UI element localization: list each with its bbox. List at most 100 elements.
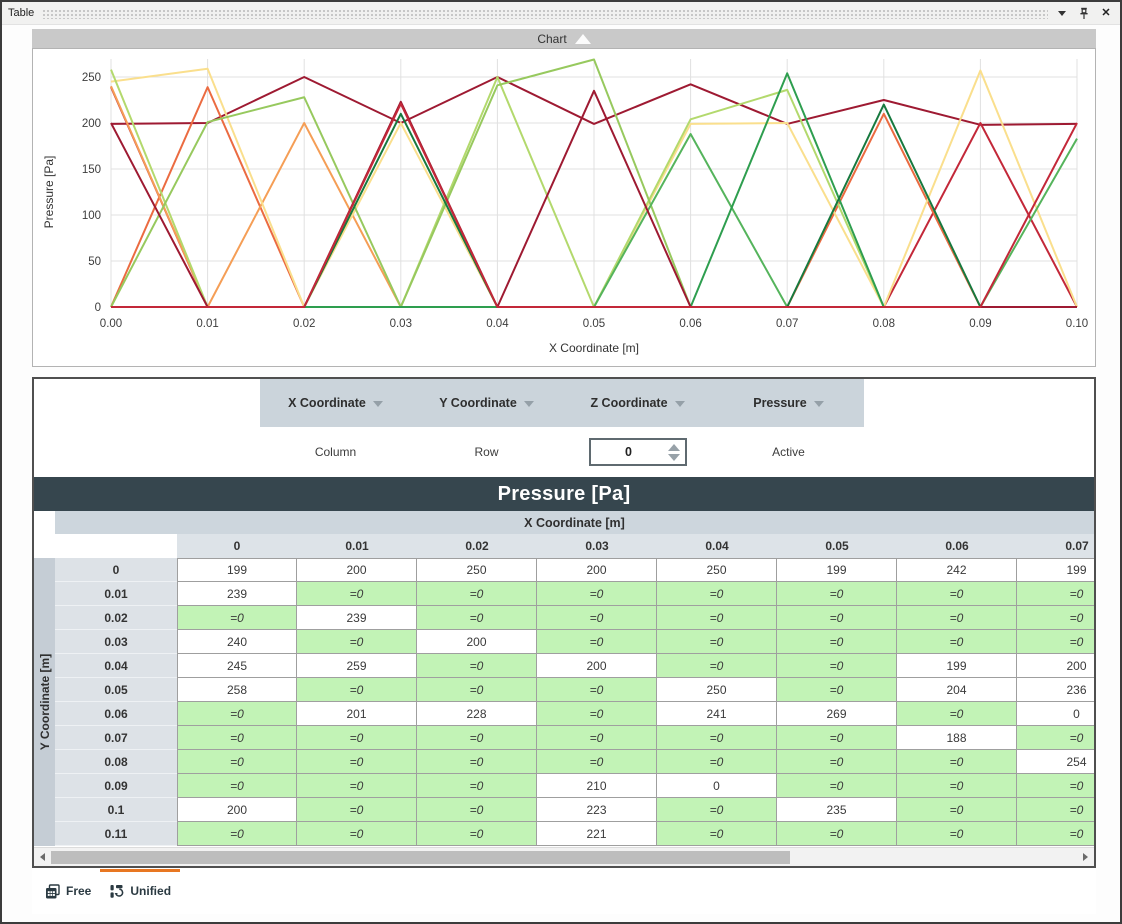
data-cell[interactable]: =0	[417, 774, 537, 798]
data-cell[interactable]: 259	[297, 654, 417, 678]
data-cell[interactable]: =0	[657, 582, 777, 606]
data-cell[interactable]: =0	[897, 702, 1017, 726]
data-cell[interactable]: 200	[417, 630, 537, 654]
data-cell[interactable]: =0	[657, 654, 777, 678]
panel-menu-button[interactable]	[1054, 5, 1070, 21]
data-cell[interactable]: =0	[417, 726, 537, 750]
data-cell[interactable]: =0	[297, 726, 417, 750]
data-cell[interactable]: =0	[297, 822, 417, 846]
data-cell[interactable]: 240	[177, 630, 297, 654]
data-cell[interactable]: =0	[177, 702, 297, 726]
data-cell[interactable]: =0	[297, 774, 417, 798]
data-cell[interactable]: 0	[1017, 702, 1094, 726]
data-cell[interactable]: =0	[657, 798, 777, 822]
data-cell[interactable]: 223	[537, 798, 657, 822]
data-cell[interactable]: =0	[537, 750, 657, 774]
scrollbar-thumb[interactable]	[51, 850, 790, 864]
data-cell[interactable]: =0	[417, 798, 537, 822]
data-cell[interactable]: =0	[777, 606, 897, 630]
field-selector-z-coordinate[interactable]: Z Coordinate	[562, 379, 713, 427]
data-cell[interactable]: 221	[537, 822, 657, 846]
data-cell[interactable]: 200	[537, 654, 657, 678]
data-cell[interactable]: 210	[537, 774, 657, 798]
data-cell[interactable]: 241	[657, 702, 777, 726]
data-cell[interactable]: =0	[657, 750, 777, 774]
data-cell[interactable]: 199	[777, 558, 897, 582]
data-cell[interactable]: 199	[177, 558, 297, 582]
data-cell[interactable]: =0	[297, 582, 417, 606]
field-selector-pressure[interactable]: Pressure	[713, 379, 864, 427]
titlebar[interactable]: Table ✕	[2, 2, 1120, 25]
data-cell[interactable]: =0	[1017, 798, 1094, 822]
data-cell[interactable]: =0	[777, 630, 897, 654]
z-index-spinner[interactable]: 0	[588, 438, 687, 466]
data-cell[interactable]: 228	[417, 702, 537, 726]
data-cell[interactable]: =0	[177, 774, 297, 798]
data-cell[interactable]: =0	[297, 630, 417, 654]
data-cell[interactable]: 199	[897, 654, 1017, 678]
data-cell[interactable]: =0	[657, 606, 777, 630]
data-cell[interactable]: =0	[777, 726, 897, 750]
data-cell[interactable]: 239	[177, 582, 297, 606]
data-cell[interactable]: =0	[537, 678, 657, 702]
close-button[interactable]: ✕	[1098, 5, 1114, 21]
data-cell[interactable]: =0	[177, 726, 297, 750]
data-cell[interactable]: =0	[537, 606, 657, 630]
data-cell[interactable]: =0	[657, 726, 777, 750]
data-cell[interactable]: 188	[897, 726, 1017, 750]
data-cell[interactable]: 250	[657, 678, 777, 702]
data-cell[interactable]: =0	[897, 798, 1017, 822]
data-cell[interactable]: =0	[177, 822, 297, 846]
data-cell[interactable]: =0	[1017, 606, 1094, 630]
data-cell[interactable]: 0	[657, 774, 777, 798]
data-cell[interactable]: =0	[417, 606, 537, 630]
data-cell[interactable]: =0	[657, 630, 777, 654]
field-selector-x-coordinate[interactable]: X Coordinate	[260, 379, 411, 427]
data-cell[interactable]: 200	[537, 558, 657, 582]
data-cell[interactable]: =0	[897, 750, 1017, 774]
data-cell[interactable]: =0	[1017, 630, 1094, 654]
data-cell[interactable]: 235	[777, 798, 897, 822]
spinner-arrows[interactable]	[667, 443, 685, 461]
data-cell[interactable]: 258	[177, 678, 297, 702]
data-cell[interactable]: =0	[1017, 822, 1094, 846]
data-cell[interactable]: =0	[777, 582, 897, 606]
data-cell[interactable]: 199	[1017, 558, 1094, 582]
tab-unified[interactable]: Unified	[100, 868, 180, 914]
data-cell[interactable]: =0	[1017, 726, 1094, 750]
data-cell[interactable]: 201	[297, 702, 417, 726]
scroll-left-button[interactable]	[34, 848, 51, 866]
data-cell[interactable]: =0	[1017, 582, 1094, 606]
data-cell[interactable]: 200	[1017, 654, 1094, 678]
data-cell[interactable]: =0	[897, 630, 1017, 654]
data-cell[interactable]: =0	[897, 822, 1017, 846]
data-cell[interactable]: 204	[897, 678, 1017, 702]
data-cell[interactable]: =0	[297, 678, 417, 702]
data-cell[interactable]: 242	[897, 558, 1017, 582]
data-cell[interactable]: 200	[177, 798, 297, 822]
data-cell[interactable]: =0	[417, 678, 537, 702]
data-cell[interactable]: =0	[297, 750, 417, 774]
data-cell[interactable]: 254	[1017, 750, 1094, 774]
data-cell[interactable]: =0	[177, 750, 297, 774]
tab-free[interactable]: Free	[36, 868, 100, 914]
data-cell[interactable]: =0	[657, 822, 777, 846]
data-cell[interactable]: =0	[777, 774, 897, 798]
data-cell[interactable]: =0	[537, 630, 657, 654]
data-cell[interactable]: 245	[177, 654, 297, 678]
data-cell[interactable]: =0	[1017, 774, 1094, 798]
data-cell[interactable]: =0	[297, 798, 417, 822]
data-cell[interactable]: =0	[777, 678, 897, 702]
data-cell[interactable]: =0	[537, 582, 657, 606]
scroll-right-button[interactable]	[1077, 848, 1094, 866]
data-cell[interactable]: =0	[417, 750, 537, 774]
data-cell[interactable]: =0	[897, 606, 1017, 630]
data-cell[interactable]: 200	[297, 558, 417, 582]
scrollbar-track[interactable]	[51, 850, 1077, 864]
data-cell[interactable]: 250	[417, 558, 537, 582]
data-cell[interactable]: =0	[417, 582, 537, 606]
data-cell[interactable]: 250	[657, 558, 777, 582]
data-cell[interactable]: =0	[897, 582, 1017, 606]
data-cell[interactable]: 239	[297, 606, 417, 630]
data-cell[interactable]: =0	[177, 606, 297, 630]
